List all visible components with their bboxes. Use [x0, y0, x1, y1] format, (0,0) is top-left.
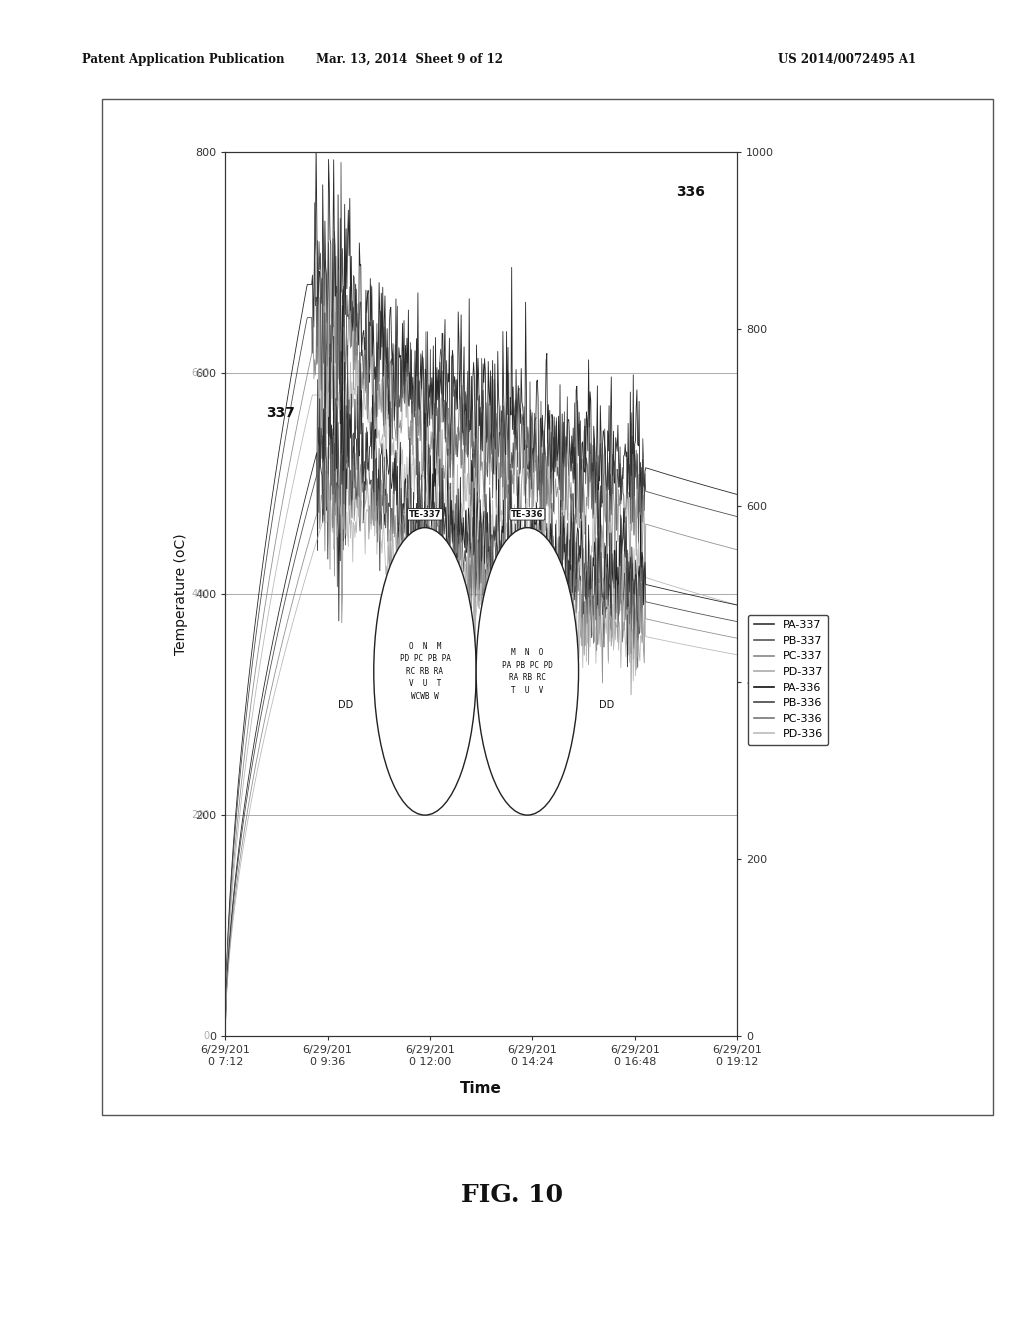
Text: US 2014/0072495 A1: US 2014/0072495 A1: [778, 53, 916, 66]
Ellipse shape: [476, 528, 579, 814]
Text: DD: DD: [599, 700, 614, 710]
Text: 336: 336: [676, 185, 705, 199]
Text: 400: 400: [191, 589, 210, 599]
Text: DD: DD: [338, 700, 353, 710]
Y-axis label: Temperature (oC): Temperature (oC): [174, 533, 188, 655]
Text: Patent Application Publication: Patent Application Publication: [82, 53, 285, 66]
Text: 337: 337: [266, 407, 295, 420]
X-axis label: Time: Time: [461, 1081, 502, 1096]
Text: M  N  O
PA PB PC PD
RA RB RC
T  U  V: M N O PA PB PC PD RA RB RC T U V: [502, 648, 553, 694]
Text: 600: 600: [191, 368, 210, 378]
Text: TE-336: TE-336: [511, 510, 544, 519]
Ellipse shape: [374, 528, 476, 814]
Text: Mar. 13, 2014  Sheet 9 of 12: Mar. 13, 2014 Sheet 9 of 12: [316, 53, 503, 66]
Text: 0: 0: [204, 1031, 210, 1041]
Text: TE-337: TE-337: [409, 510, 441, 519]
Text: 200: 200: [191, 810, 210, 820]
Text: FIG. 10: FIG. 10: [461, 1183, 563, 1206]
Text: O  N  M
PD PC PB PA
RC RB RA
V  U  T
WCWB W: O N M PD PC PB PA RC RB RA V U T WCWB W: [399, 642, 451, 701]
Legend: PA-337, PB-337, PC-337, PD-337, PA-336, PB-336, PC-336, PD-336: PA-337, PB-337, PC-337, PD-337, PA-336, …: [748, 615, 828, 744]
